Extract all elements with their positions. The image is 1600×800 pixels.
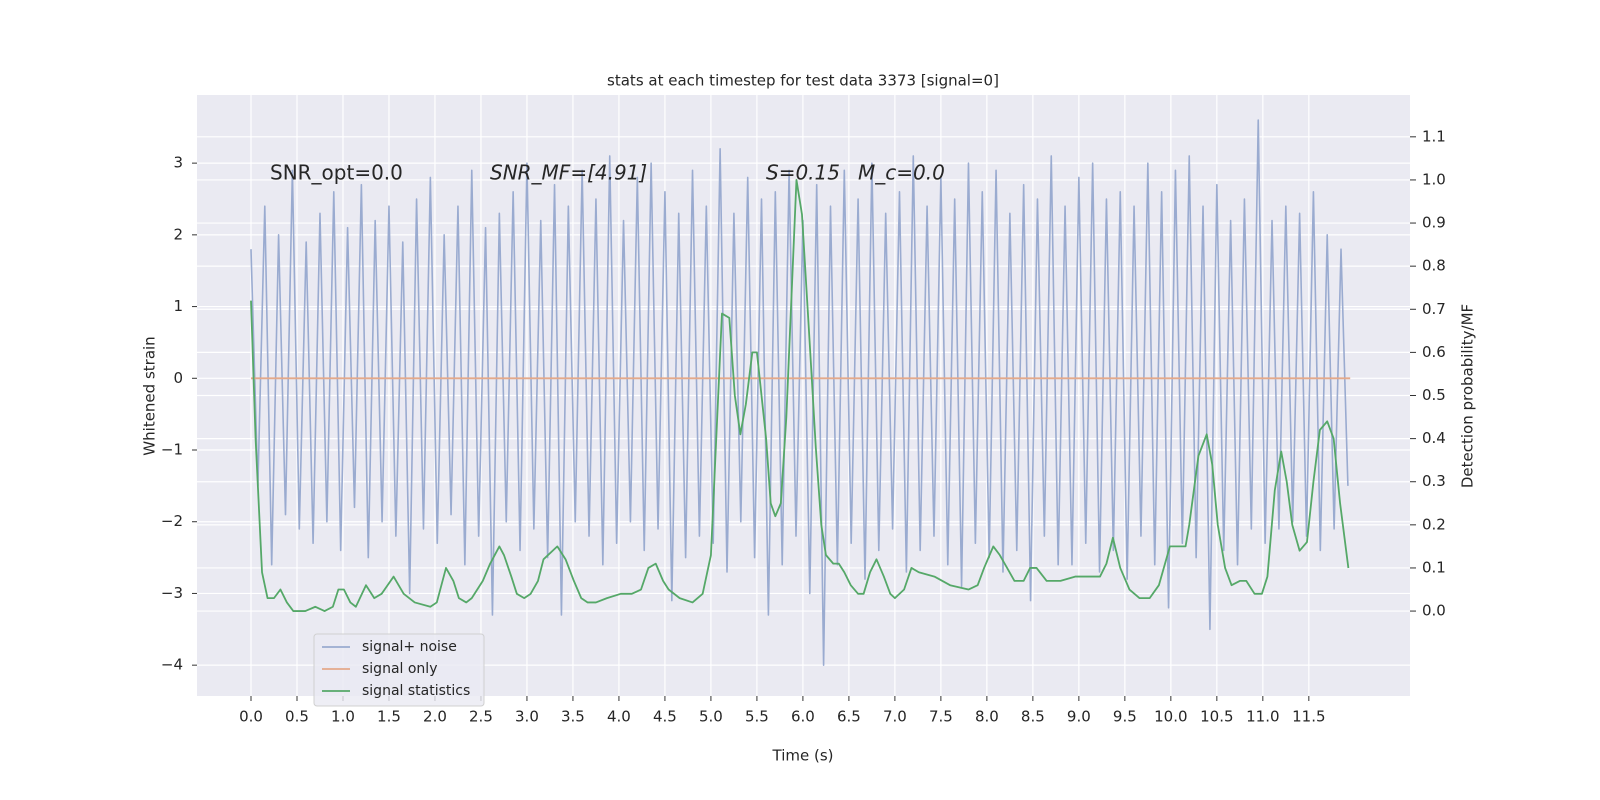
y2-tick-label: 0.8 <box>1422 257 1446 275</box>
x-tick-label: 1.0 <box>331 708 355 726</box>
x-tick-label: 4.0 <box>607 708 631 726</box>
y-tick-label: −4 <box>161 656 183 674</box>
y-tick-label: −1 <box>161 441 183 459</box>
x-tick-label: 0.0 <box>239 708 263 726</box>
x-tick-label: 11.5 <box>1292 708 1325 726</box>
x-tick-label: 9.0 <box>1067 708 1091 726</box>
y-tick-label: −3 <box>161 584 183 602</box>
labels: 0.0 0.5 1.0 1.5 2.0 2.5 3.0 3.5 4.0 4.5 5.0 5.5 6.0 6… <box>161 127 1446 725</box>
x-tick-label: 6.0 <box>791 708 815 726</box>
y-tick-label: −2 <box>161 512 183 530</box>
x-tick-label: 5.0 <box>699 708 723 726</box>
x-tick-label: 0.5 <box>285 708 309 726</box>
y-axis-label: Whitened strain <box>141 336 159 455</box>
legend-label: signal only <box>362 661 437 677</box>
series-line <box>250 179 1350 612</box>
x-tick-label: 7.0 <box>883 708 907 726</box>
legend-label: signal+ noise <box>362 639 457 655</box>
x-tick-label: 7.5 <box>929 708 953 726</box>
y-tick-label: 2 <box>173 225 183 243</box>
x-axis-label: Time (s) <box>772 747 834 765</box>
x-tick-label: 3.5 <box>561 708 585 726</box>
x-tick-label: 5.5 <box>745 708 769 726</box>
x-tick-label: 8.5 <box>1021 708 1045 726</box>
x-tick-label: 1.5 <box>377 708 401 726</box>
x-tick-label: 9.5 <box>1113 708 1137 726</box>
x-tick-label: 2.0 <box>423 708 447 726</box>
y2-tick-label: 0.7 <box>1422 300 1446 318</box>
x-tick-label: 10.5 <box>1200 708 1233 726</box>
y2-axis-label: Detection probability/MF <box>1459 304 1477 488</box>
x-tick-label: 3.0 <box>515 708 539 726</box>
annotation: SNR_MF=[4.91] <box>490 161 647 185</box>
x-tick-label: 4.5 <box>653 708 677 726</box>
y-tick-label: 1 <box>173 297 183 315</box>
legend-box <box>313 633 485 707</box>
y-tick-label: 3 <box>173 154 183 172</box>
legend: signal+ noise signal only signal statistic… <box>313 633 485 707</box>
y2-tick-label: 0.3 <box>1422 472 1446 490</box>
x-tick-label: 2.5 <box>469 708 493 726</box>
y2-tick-label: 0.1 <box>1422 558 1446 576</box>
y2-tick-label: 0.9 <box>1422 214 1446 232</box>
x-tick-label: 11.0 <box>1246 708 1279 726</box>
annotation: SNR_opt=0.0 <box>270 161 403 185</box>
annotation: S=0.15 <box>766 161 840 185</box>
x-tick-label: 10.0 <box>1154 708 1187 726</box>
chart-title: stats at each timestep for test data 337… <box>607 72 999 90</box>
y2-tick-label: 1.0 <box>1422 170 1446 188</box>
y2-tick-label: 0.4 <box>1422 429 1446 447</box>
y2-tick-label: 0.0 <box>1422 602 1446 620</box>
annotation: M_c=0.0 <box>858 161 945 185</box>
marks <box>250 119 1351 666</box>
x-tick-label: 8.0 <box>975 708 999 726</box>
y2-tick-label: 0.2 <box>1422 515 1446 533</box>
legend-label: signal statistics <box>362 683 470 699</box>
y2-tick-label: 1.1 <box>1422 127 1446 145</box>
x-tick-label: 6.5 <box>837 708 861 726</box>
y2-tick-label: 0.6 <box>1422 343 1446 361</box>
y-tick-label: 0 <box>173 369 183 387</box>
y2-tick-label: 0.5 <box>1422 386 1446 404</box>
